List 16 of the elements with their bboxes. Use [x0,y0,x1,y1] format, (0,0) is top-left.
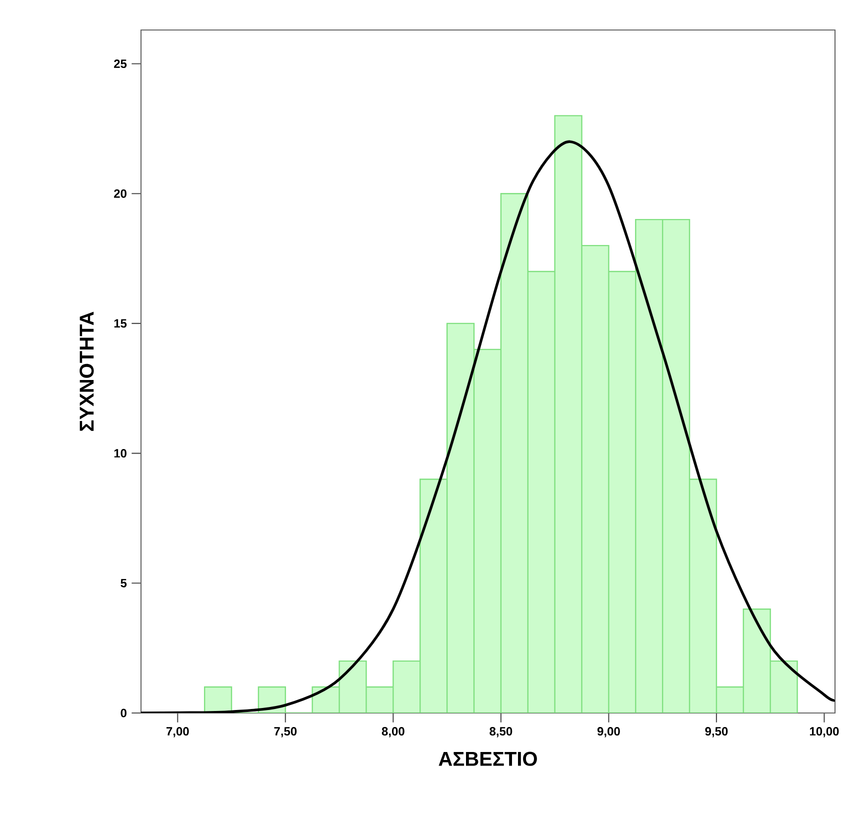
line-series [141,140,836,713]
x-tick-label: 9,50 [705,727,728,738]
x-tick-label: 8,50 [490,727,512,738]
y-tick-label: 15 [114,319,127,328]
y-tick-label: 25 [114,59,127,68]
x-tick-label: 9,00 [597,727,620,738]
y-tick-label: 0 [120,708,126,718]
y-axis-title: ΣΥΧΝΟΤΗΤΑ [80,312,94,431]
x-tick-label: 7,00 [166,727,189,738]
x-tick-label: 7,50 [274,727,297,738]
x-axis-title: ΑΣΒΕΣΤΙΟ [438,752,537,766]
x-tick-label: 8,00 [382,727,404,738]
y-tick-label: 20 [114,189,126,198]
x-tick-label: 10,00 [810,727,839,738]
y-tick-label: 10 [114,449,126,458]
y-tick-label: 5 [120,578,127,588]
